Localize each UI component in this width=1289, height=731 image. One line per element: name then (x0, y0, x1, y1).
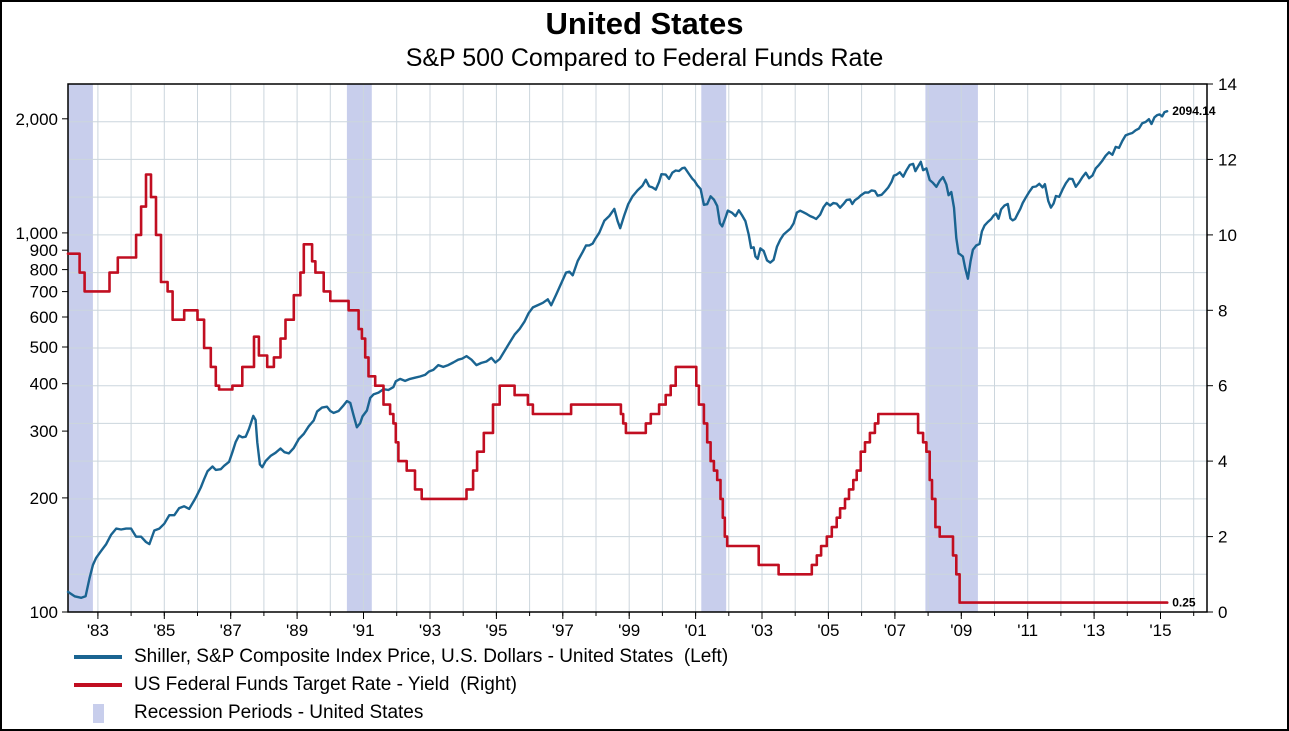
x-axis-tick-label: '95 (485, 621, 507, 640)
x-axis-tick-label: '93 (419, 621, 441, 640)
x-axis-tick-label: '01 (685, 621, 707, 640)
series-end-value-label: 0.25 (1172, 596, 1196, 610)
x-axis-tick-label: '85 (153, 621, 175, 640)
left-axis-tick-label: 200 (30, 489, 58, 508)
sp500-line-swatch-icon (74, 655, 122, 659)
x-axis-tick-label: '05 (817, 621, 839, 640)
right-axis-tick-label: 14 (1218, 75, 1237, 94)
right-axis-tick-label: 8 (1218, 301, 1227, 320)
right-axis-tick-label: 10 (1218, 226, 1237, 245)
left-axis-tick-label: 600 (30, 308, 58, 327)
x-axis-tick-label: '13 (1083, 621, 1105, 640)
legend-label-fed-funds: US Federal Funds Target Rate - Yield (Ri… (134, 674, 517, 695)
x-axis-tick-label: '89 (286, 621, 308, 640)
left-axis-tick-label: 800 (30, 261, 58, 280)
x-axis-tick-label: '87 (220, 621, 242, 640)
fed-funds-line-swatch-icon (74, 683, 122, 687)
left-axis-tick-label: 100 (30, 603, 58, 622)
x-axis-tick-label: '97 (552, 621, 574, 640)
right-axis-tick-label: 4 (1218, 452, 1227, 471)
x-axis-tick-label: '03 (751, 621, 773, 640)
right-axis-tick-label: 12 (1218, 150, 1237, 169)
legend-label-sp500: Shiller, S&P Composite Index Price, U.S.… (134, 646, 729, 667)
plot-border (67, 83, 1208, 613)
legend-item-recessions: Recession Periods - United States (74, 699, 728, 727)
left-axis-tick-label: 500 (30, 338, 58, 357)
right-axis-tick-label: 0 (1218, 603, 1227, 622)
chart-legend: Shiller, S&P Composite Index Price, U.S.… (74, 643, 728, 727)
legend-label-recessions: Recession Periods - United States (134, 702, 424, 723)
chart-subtitle: S&P 500 Compared to Federal Funds Rate (405, 44, 884, 72)
left-axis-tick-label: 300 (30, 422, 58, 441)
x-axis-tick-label: '11 (1017, 621, 1038, 640)
right-axis-tick-label: 2 (1218, 528, 1227, 547)
recession-swatch-icon (74, 703, 122, 723)
x-axis-tick-label: '83 (87, 621, 109, 640)
series-line-0 (66, 110, 1169, 599)
left-axis-tick-label: 1,000 (15, 224, 58, 243)
series-end-value-label: 2094.14 (1172, 104, 1216, 118)
x-axis-tick-label: '91 (352, 621, 374, 640)
left-axis-tick-label: 400 (30, 375, 58, 394)
series-line-1 (66, 173, 1169, 604)
x-axis-tick-label: '15 (1149, 621, 1171, 640)
left-axis-tick-label: 700 (30, 283, 58, 302)
chart-title: United States (545, 6, 744, 41)
x-axis-tick-label: '09 (950, 621, 972, 640)
left-axis-tick-label: 2,000 (15, 110, 58, 129)
left-axis-tick-label: 900 (30, 241, 58, 260)
x-axis-tick-label: '07 (884, 621, 906, 640)
x-axis-tick-label: '99 (618, 621, 640, 640)
legend-item-fed-funds: US Federal Funds Target Rate - Yield (Ri… (74, 671, 728, 699)
legend-item-sp500: Shiller, S&P Composite Index Price, U.S.… (74, 643, 728, 671)
right-axis-tick-label: 6 (1218, 377, 1227, 396)
